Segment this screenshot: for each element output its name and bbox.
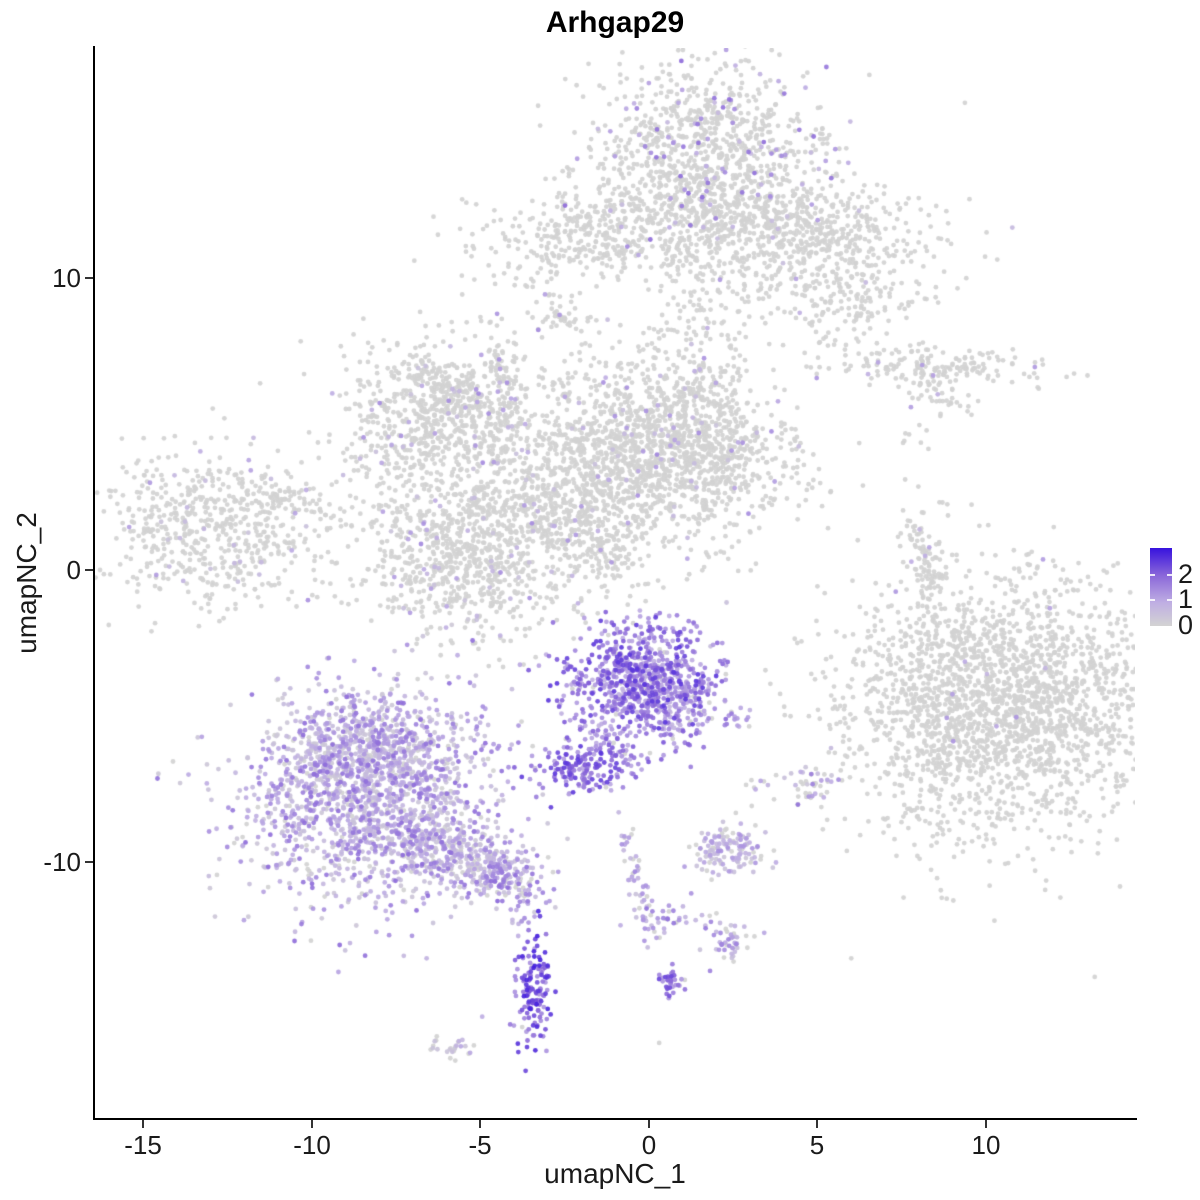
y-tick-label: 0	[66, 555, 81, 585]
x-axis-title: umapNC_1	[544, 1158, 686, 1189]
x-tick-label: -15	[124, 1130, 162, 1160]
umap-scatter-canvas	[95, 48, 1135, 1118]
legend-tick-mark	[1167, 574, 1172, 576]
x-tick-label: 0	[641, 1130, 657, 1160]
y-tick-mark	[85, 861, 93, 863]
x-tick-label: 5	[809, 1130, 825, 1160]
legend-colorbar	[1150, 548, 1172, 626]
x-axis-line	[93, 1118, 1137, 1120]
x-tick-mark	[985, 1120, 987, 1128]
y-tick-label: 10	[52, 263, 81, 293]
legend-tick-mark	[1167, 599, 1172, 601]
legend-tick-label: 0	[1178, 610, 1194, 640]
x-tick-mark	[311, 1120, 313, 1128]
y-axis-line	[93, 46, 95, 1120]
x-tick-mark	[142, 1120, 144, 1128]
x-tick-label: 10	[971, 1130, 1001, 1160]
legend-tick-mark	[1150, 574, 1155, 576]
x-tick-mark	[648, 1120, 650, 1128]
legend-tick-label: 1	[1178, 584, 1194, 614]
legend-tick-mark	[1150, 599, 1155, 601]
x-tick-label: -5	[468, 1130, 492, 1160]
x-tick-mark	[816, 1120, 818, 1128]
y-tick-mark	[85, 569, 93, 571]
plot-title: Arhgap29	[545, 6, 685, 39]
y-tick-label: -10	[43, 847, 81, 877]
y-tick-mark	[85, 277, 93, 279]
x-tick-label: -10	[293, 1130, 331, 1160]
y-axis-title: umapNC_2	[11, 512, 42, 654]
legend-tick-label: 2	[1178, 559, 1194, 589]
x-tick-mark	[479, 1120, 481, 1128]
